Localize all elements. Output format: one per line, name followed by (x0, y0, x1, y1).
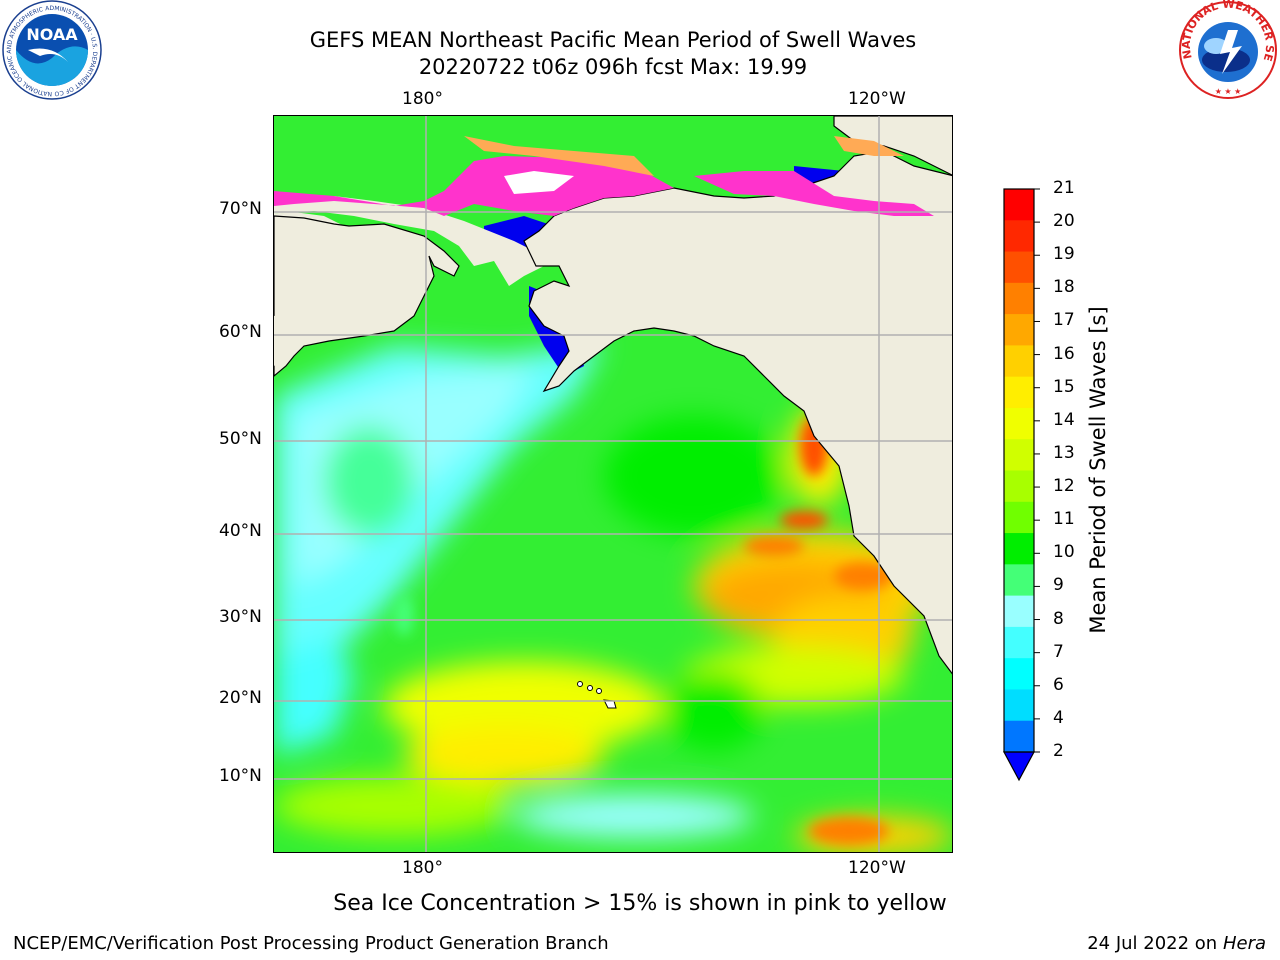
colorbar-tick-label: 16 (1053, 343, 1075, 364)
colorbar-tick-label: 4 (1053, 707, 1064, 728)
sea-ice (274, 136, 934, 216)
colorbar-segment (1004, 220, 1034, 253)
colorbar-segment (1004, 251, 1034, 284)
nws-logo: NATIONAL WEATHER SERVICE ★ ★ ★ (1176, 0, 1277, 99)
lat-label-40n: 40°N (219, 521, 262, 541)
colorbar-segment (1004, 626, 1034, 659)
colorbar-tick-label: 8 (1053, 608, 1064, 629)
footer-date: 24 Jul 2022 on Hera (1087, 933, 1266, 954)
lon-label-bottom-180: 180° (402, 858, 443, 878)
lon-label-top-120w: 120°W (848, 89, 906, 109)
colorbar-segment (1004, 345, 1034, 378)
chart-subtitle: 20220722 t06z 096h fcst Max: 19.99 (418, 55, 808, 79)
colorbar-tick-label: 7 (1053, 641, 1064, 662)
colorbar-border (1003, 188, 1035, 753)
colorbar-tick-label: 10 (1053, 542, 1075, 563)
lon-label-bottom-120w: 120°W (848, 858, 906, 878)
lat-label-10n: 10°N (219, 766, 262, 786)
map-panel (273, 115, 953, 853)
colorbar-tick-label: 9 (1053, 575, 1064, 596)
colorbar (1002, 188, 1040, 782)
colorbar-tick-label: 17 (1053, 310, 1075, 331)
colorbar-segment (1004, 439, 1034, 471)
colorbar-tick-label: 18 (1053, 277, 1075, 298)
noaa-logo-text: NOAA (26, 25, 78, 44)
colorbar-segment (1004, 595, 1034, 628)
colorbar-segment (1004, 564, 1034, 597)
colorbar-segment (1004, 689, 1034, 722)
colorbar-title: Mean Period of Swell Waves [s] (1086, 306, 1110, 634)
colorbar-segment (1004, 407, 1034, 440)
footer-machine: Hera (1222, 933, 1266, 954)
colorbar-tick-label: 12 (1053, 476, 1075, 497)
colorbar-tick-label: 19 (1053, 244, 1075, 265)
colorbar-segment (1004, 501, 1034, 534)
sea-ice-note: Sea Ice Concentration > 15% is shown in … (333, 891, 947, 916)
colorbar-tick-label: 21 (1053, 178, 1075, 198)
graticule (274, 116, 952, 852)
colorbar-tick-label: 13 (1053, 442, 1075, 463)
colorbar-tick-label: 14 (1053, 409, 1075, 430)
lat-label-20n: 20°N (219, 688, 262, 708)
lat-label-50n: 50°N (219, 429, 262, 449)
noaa-logo: NATIONAL OCEANIC AND ATMOSPHERIC ADMINIS… (0, 0, 102, 100)
colorbar-segment (1004, 470, 1034, 503)
lon-label-top-180: 180° (402, 89, 443, 109)
lat-label-70n: 70°N (219, 199, 262, 219)
chart-title: GEFS MEAN Northeast Pacific Mean Period … (309, 28, 917, 52)
colorbar-segment (1004, 282, 1034, 315)
colorbar-segment (1004, 720, 1034, 753)
colorbar-segment (1004, 533, 1034, 565)
land-mask (274, 116, 952, 675)
colorbar-tick-label: 6 (1053, 674, 1064, 695)
lat-label-60n: 60°N (219, 322, 262, 342)
colorbar-tick-label: 15 (1053, 376, 1075, 397)
colorbar-tick-label: 2 (1053, 741, 1064, 761)
colorbar-segment (1004, 314, 1034, 346)
footer-branch: NCEP/EMC/Verification Post Processing Pr… (13, 933, 609, 954)
lat-label-30n: 30°N (219, 607, 262, 627)
colorbar-segment (1004, 376, 1034, 409)
swell-period-map (274, 116, 952, 852)
colorbar-tick-label: 11 (1053, 509, 1075, 530)
colorbar-segment (1004, 658, 1034, 690)
colorbar-tick-label: 20 (1053, 211, 1075, 232)
colorbar-segment (1004, 189, 1034, 221)
colorbar-extend-arrow (1002, 751, 1036, 782)
footer-date-text: 24 Jul 2022 on (1087, 933, 1223, 954)
hawaii-islands (577, 681, 617, 709)
svg-text:★ ★ ★: ★ ★ ★ (1215, 87, 1242, 96)
